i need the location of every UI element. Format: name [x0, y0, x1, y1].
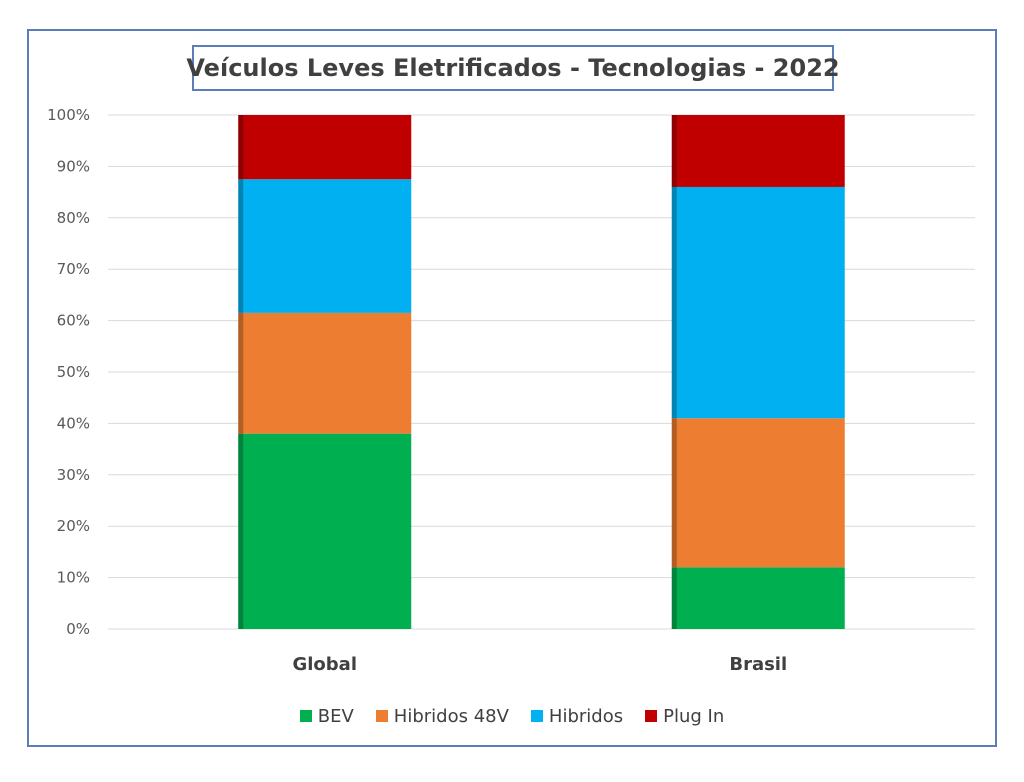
legend-item: Plug In — [645, 706, 724, 727]
bar-segment — [238, 433, 412, 629]
legend-item: Hibridos 48V — [375, 705, 509, 727]
chart-title: Veículos Leves Eletrificados - Tecnologi… — [186, 45, 840, 91]
bar-segment — [671, 115, 845, 187]
y-tick-label: 10% — [57, 569, 90, 587]
legend-item: Hibridos — [530, 705, 624, 727]
y-tick-label: 70% — [57, 260, 90, 278]
bar-segment-shade — [238, 179, 244, 313]
legend-swatch — [299, 710, 312, 722]
legend-swatch — [375, 710, 388, 722]
bars — [238, 115, 845, 629]
y-tick-label: 60% — [57, 312, 90, 330]
bar-segment — [671, 418, 845, 568]
y-tick-label: 30% — [57, 466, 90, 484]
y-tick-label: 80% — [57, 209, 90, 227]
bar-segment — [238, 179, 412, 313]
bar-segment — [238, 115, 412, 180]
y-tick-label: 90% — [57, 157, 90, 175]
legend-label: Hibridos 48V — [393, 705, 509, 727]
bar-segment — [671, 186, 845, 419]
y-tick-label: 20% — [57, 517, 90, 535]
y-tick-label: 40% — [57, 414, 90, 432]
gridlines — [108, 114, 975, 630]
legend-swatch — [530, 710, 543, 722]
legend-label: BEV — [317, 705, 354, 727]
x-category-label: Brasil — [729, 654, 787, 675]
legend-swatch — [645, 710, 658, 722]
legend-label: Plug In — [663, 705, 725, 727]
y-tick-label: 50% — [57, 363, 90, 381]
bar-segment — [671, 567, 845, 629]
bar-segment-shade — [671, 186, 677, 419]
legend-item: BEV — [299, 705, 354, 727]
bar-segment-shade — [238, 312, 244, 434]
bar-segment-shade — [671, 567, 677, 629]
y-tick-label: 0% — [66, 620, 90, 638]
x-axis-categories: Global Brasil — [292, 654, 787, 675]
bar-segment-shade — [671, 115, 677, 187]
bar-segment-shade — [671, 418, 677, 568]
bar-segment-shade — [238, 433, 244, 629]
y-tick-label: 100% — [47, 106, 90, 124]
x-category-label: Global — [292, 654, 357, 675]
bar-segment — [238, 312, 412, 434]
y-axis-ticks: 0% 10% 20% 30% 40% 50% 60% 70% 80% 90% 100% — [47, 106, 90, 638]
legend-label: Hibridos — [548, 705, 624, 727]
legend: BEV Hibridos 48V Hibridos Plug In — [0, 702, 1024, 730]
bar-segment-shade — [238, 115, 244, 180]
